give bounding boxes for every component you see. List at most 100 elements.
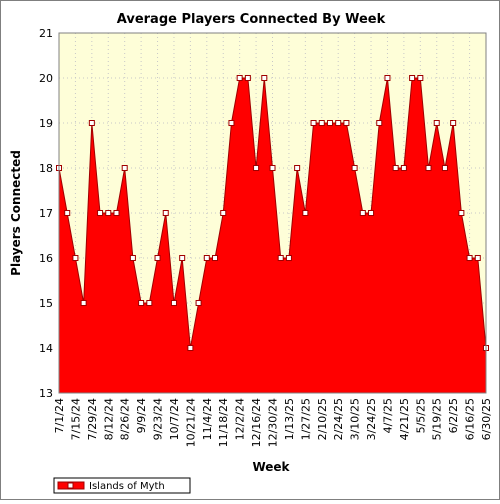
data-point	[425, 165, 432, 171]
x-tick-label: 8/26/24	[119, 398, 132, 440]
data-point	[228, 120, 235, 126]
x-tick-label: 4/21/25	[398, 398, 411, 440]
x-tick-label: 10/21/24	[184, 398, 197, 447]
data-point	[351, 165, 358, 171]
data-point	[376, 120, 383, 126]
x-tick-label: 1/27/25	[299, 398, 312, 440]
x-tick-label: 1/13/25	[283, 398, 296, 440]
x-tick-label: 2/24/25	[332, 398, 345, 440]
x-tick-label: 12/30/24	[267, 398, 280, 447]
data-point	[244, 75, 251, 81]
data-point	[277, 255, 284, 261]
y-tick-label: 20	[39, 72, 53, 85]
x-tick-label: 8/12/24	[102, 398, 115, 440]
data-point	[80, 300, 87, 306]
data-point	[417, 75, 424, 81]
data-point	[154, 255, 161, 261]
x-axis-ticks: 7/1/24 7/15/24 7/29/24 8/12/24 8/26/24 9/9/24…	[53, 398, 493, 447]
series-area-fill	[58, 77, 487, 394]
y-tick-label: 18	[39, 162, 53, 175]
data-point	[170, 300, 177, 306]
data-point	[450, 120, 457, 126]
data-point	[105, 210, 112, 216]
data-point	[326, 120, 333, 126]
x-tick-label: 12/16/24	[250, 398, 263, 447]
x-tick-label: 11/18/24	[217, 398, 230, 447]
data-point	[236, 75, 243, 81]
data-point	[261, 75, 268, 81]
data-point	[220, 210, 227, 216]
y-tick-label: 16	[39, 252, 53, 265]
data-point	[384, 75, 391, 81]
data-point	[343, 120, 350, 126]
data-point	[441, 165, 448, 171]
x-tick-label: 10/7/24	[168, 398, 181, 440]
data-point	[302, 210, 309, 216]
y-tick-label: 14	[39, 342, 53, 355]
data-point	[113, 210, 120, 216]
y-tick-label: 17	[39, 207, 53, 220]
x-tick-label: 7/15/24	[69, 398, 82, 440]
x-tick-label: 2/10/25	[316, 398, 329, 440]
x-tick-label: 3/24/25	[365, 398, 378, 440]
data-point	[187, 345, 194, 351]
data-point	[269, 165, 276, 171]
data-point	[253, 165, 260, 171]
data-point	[285, 255, 292, 261]
series-area	[58, 77, 487, 394]
data-point	[433, 120, 440, 126]
x-tick-label: 3/10/25	[349, 398, 362, 440]
data-point	[179, 255, 186, 261]
x-tick-label: 7/1/24	[53, 398, 66, 433]
data-point	[458, 210, 465, 216]
x-tick-label: 6/2/25	[447, 398, 460, 433]
x-tick-label: 5/5/25	[414, 398, 427, 433]
data-point	[294, 165, 301, 171]
x-tick-label: 5/19/25	[431, 398, 444, 440]
data-point	[212, 255, 219, 261]
data-point	[466, 255, 473, 261]
x-tick-label: 12/2/24	[234, 398, 247, 440]
data-point	[129, 255, 136, 261]
legend-marker	[67, 482, 74, 489]
data-point	[318, 120, 325, 126]
data-point	[203, 255, 210, 261]
data-point	[162, 210, 169, 216]
plot-border	[58, 32, 487, 394]
data-point	[335, 120, 342, 126]
y-tick-label: 15	[39, 297, 53, 310]
y-axis-ticks: 13 14 15 16 17 18 19 20 21	[39, 27, 53, 400]
x-tick-label: 6/16/25	[464, 398, 477, 440]
legend-box	[53, 477, 191, 494]
x-tick-label: 11/4/24	[201, 398, 214, 440]
data-point	[97, 210, 104, 216]
y-tick-label: 13	[39, 387, 53, 400]
data-point	[400, 165, 407, 171]
data-point	[146, 300, 153, 306]
data-point	[310, 120, 317, 126]
data-point	[474, 255, 481, 261]
legend-label: Islands of Myth	[89, 481, 165, 492]
data-point	[195, 300, 202, 306]
data-point	[64, 210, 71, 216]
data-point	[392, 165, 399, 171]
data-point	[359, 210, 366, 216]
chart-title: Average Players Connected By Week	[117, 12, 386, 27]
data-point	[138, 300, 145, 306]
x-tick-label: 9/9/24	[135, 398, 148, 433]
x-tick-label: 9/23/24	[152, 398, 165, 440]
data-point	[88, 120, 95, 126]
x-axis-title: Week	[252, 460, 290, 474]
data-point	[368, 210, 375, 216]
legend: Islands of Myth	[53, 477, 191, 494]
x-tick-label: 4/7/25	[381, 398, 394, 433]
data-point	[72, 255, 79, 261]
x-tick-label: 7/29/24	[86, 398, 99, 440]
y-tick-label: 21	[39, 27, 53, 40]
y-axis-title: Players Connected	[9, 150, 23, 276]
data-point	[121, 165, 128, 171]
data-point	[409, 75, 416, 81]
x-tick-label: 6/30/25	[480, 398, 493, 440]
